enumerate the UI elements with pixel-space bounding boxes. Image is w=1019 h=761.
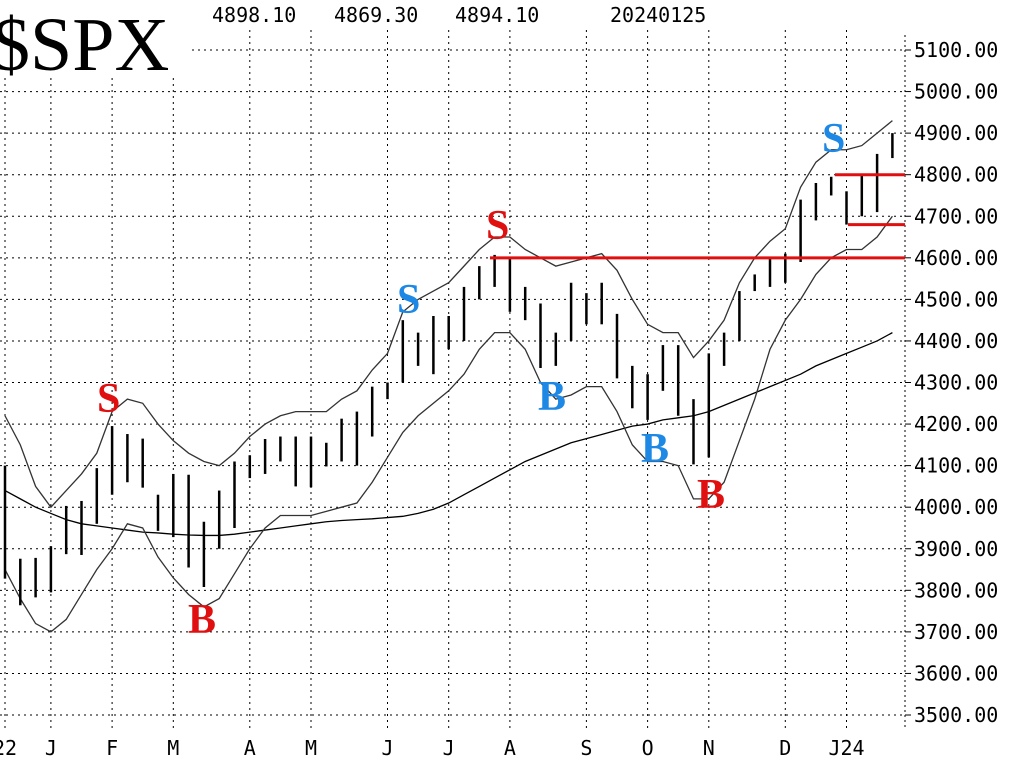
signal-label: S xyxy=(486,203,509,249)
signal-label: S xyxy=(822,116,845,162)
x-tick-label: J xyxy=(45,736,57,760)
marks xyxy=(3,120,905,633)
header-value: 4894.10 xyxy=(455,3,539,27)
y-tick-label: 4900.00 xyxy=(914,121,998,145)
y-tick-label: 4300.00 xyxy=(914,371,998,395)
x-tick-label: N xyxy=(703,736,715,760)
y-tick-label: 5100.00 xyxy=(914,38,998,62)
y-tick-label: 4400.00 xyxy=(914,329,998,353)
x-tick-label: O xyxy=(642,736,654,760)
x-tick-label: M xyxy=(305,736,317,760)
x-tick-label: M xyxy=(167,736,179,760)
y-tick-label: 4800.00 xyxy=(914,163,998,187)
signal-label: B xyxy=(188,597,216,643)
y-tick-label: 3600.00 xyxy=(914,661,998,685)
x-tick-label: J xyxy=(443,736,455,760)
y-tick-label: 4200.00 xyxy=(914,412,998,436)
signal-label: S xyxy=(397,277,420,323)
x-tick-label: F xyxy=(106,736,118,760)
y-tick-label: 3800.00 xyxy=(914,578,998,602)
y-tick-label: 3900.00 xyxy=(914,537,998,561)
indicator-line xyxy=(4,332,893,537)
x-tick-label: A xyxy=(504,736,516,760)
title-backdrop xyxy=(0,0,192,78)
x-tick-label: D xyxy=(779,736,791,760)
y-tick-label: 3700.00 xyxy=(914,620,998,644)
chart-title: $SPX xyxy=(0,3,169,87)
header-value: 20240125 xyxy=(610,3,706,27)
y-tick-label: 3500.00 xyxy=(914,703,998,727)
y-tick-label: 4600.00 xyxy=(914,246,998,270)
x-tick-label: J xyxy=(381,736,393,760)
header-value: 4869.30 xyxy=(334,3,418,27)
y-tick-label: 4700.00 xyxy=(914,204,998,228)
y-tick-label: 4500.00 xyxy=(914,287,998,311)
indicator-line xyxy=(4,120,893,509)
y-tick-label: 4100.00 xyxy=(914,454,998,478)
signal-label: B xyxy=(641,426,669,472)
signal-label: B xyxy=(538,374,566,420)
indicator-line xyxy=(4,215,893,633)
x-tick-label: J24 xyxy=(828,736,864,760)
y-tick-label: 4000.00 xyxy=(914,495,998,519)
x-tick-label: 22 xyxy=(0,736,17,760)
header-value: 4898.10 xyxy=(212,3,296,27)
signal-label: B xyxy=(697,472,725,518)
signal-label: S xyxy=(97,376,120,422)
y-tick-label: 5000.00 xyxy=(914,80,998,104)
x-tick-label: S xyxy=(580,736,592,760)
x-tick-label: A xyxy=(244,736,256,760)
